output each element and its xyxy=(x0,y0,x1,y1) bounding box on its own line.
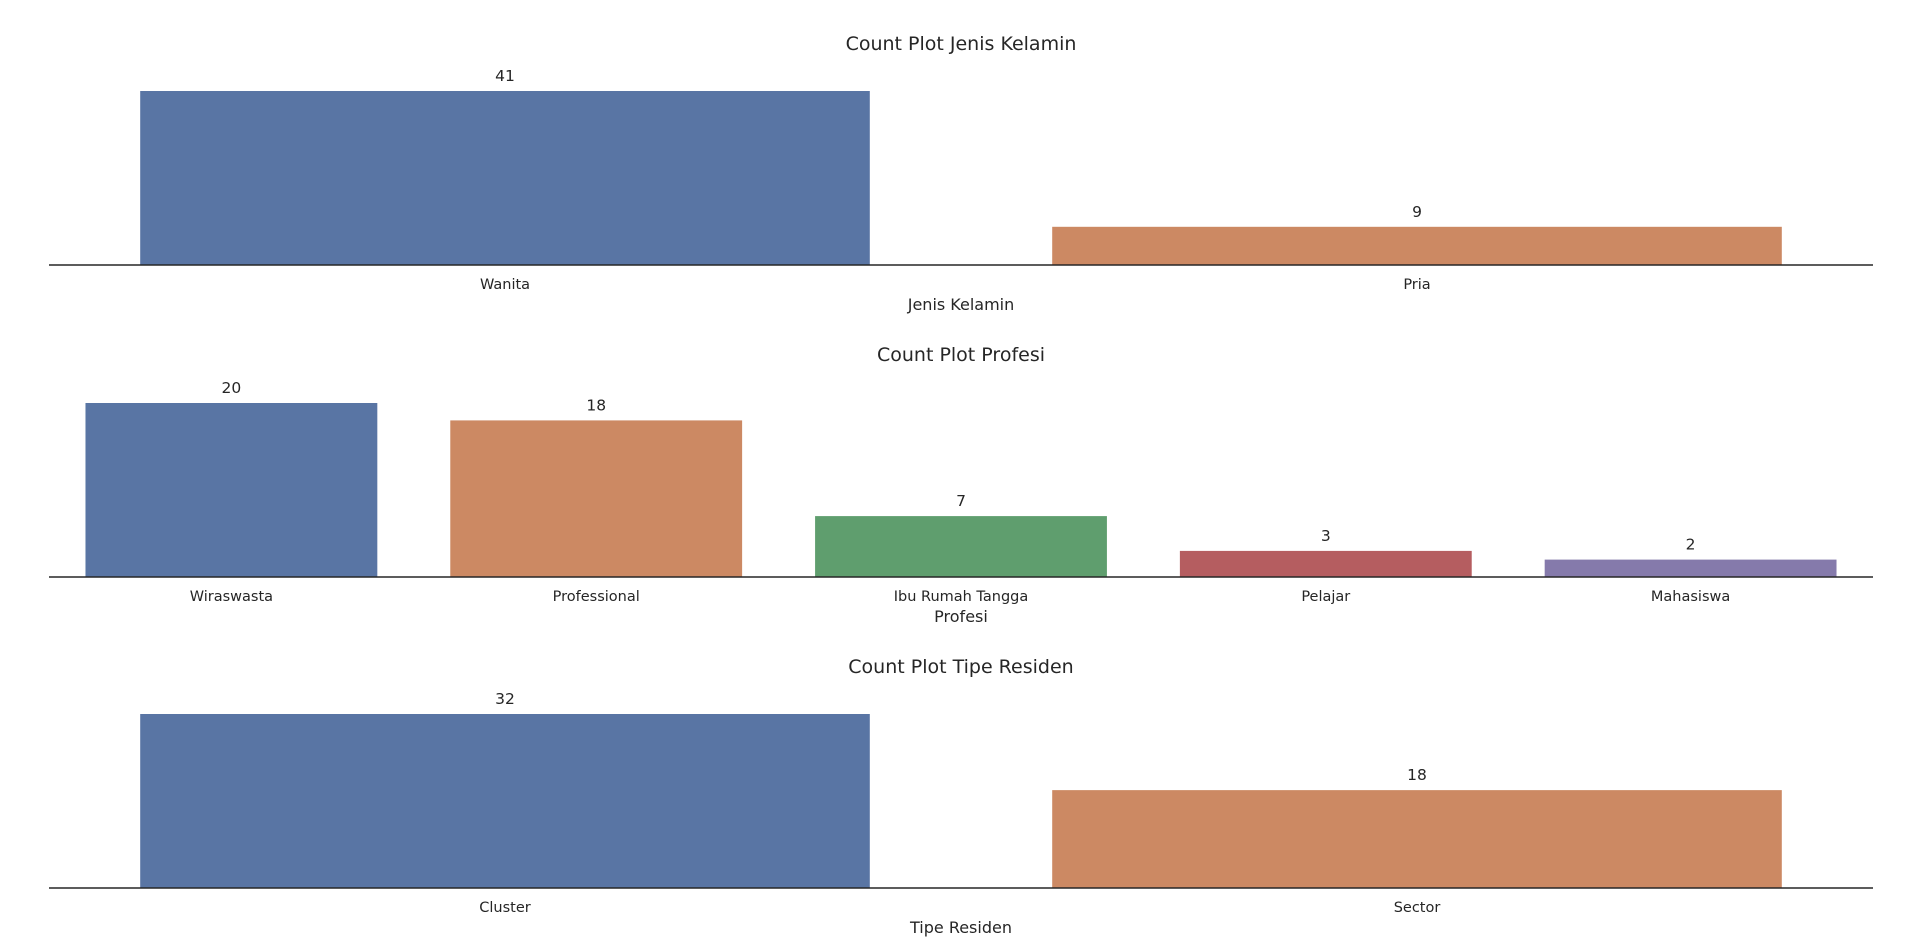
data-label: 3 xyxy=(1321,527,1331,545)
chart-title: Count Plot Profesi xyxy=(877,344,1045,366)
data-label: 7 xyxy=(956,492,966,510)
bar-mahasiswa xyxy=(1544,559,1837,577)
bar-wiraswasta xyxy=(85,403,378,577)
data-label: 20 xyxy=(222,379,242,397)
x-tick-label: Professional xyxy=(553,589,640,605)
bar-cluster xyxy=(140,714,870,888)
x-tick-label: Wiraswasta xyxy=(190,589,273,605)
x-tick-label: Pelajar xyxy=(1301,589,1350,605)
data-label: 18 xyxy=(1407,766,1427,784)
data-label: 2 xyxy=(1686,536,1696,554)
bar-wanita xyxy=(140,91,870,265)
x-tick-label: Pria xyxy=(1403,277,1430,293)
x-tick-label: Sector xyxy=(1394,900,1441,916)
data-label: 9 xyxy=(1412,203,1422,221)
chart-panel-3: Count Plot Tipe Residen 32 Cluster 18 Sector… xyxy=(49,656,1873,937)
chart-title: Count Plot Jenis Kelamin xyxy=(846,33,1077,55)
bar-pria xyxy=(1052,226,1782,265)
chart-title: Count Plot Tipe Residen xyxy=(848,656,1073,678)
x-tick-label: Wanita xyxy=(480,277,530,293)
bar-sector xyxy=(1052,790,1782,888)
x-tick-label: Ibu Rumah Tangga xyxy=(894,589,1029,605)
data-label: 41 xyxy=(495,67,515,85)
chart-panel-1: Count Plot Jenis Kelamin 41 Wanita 9 Pria Jen… xyxy=(49,33,1873,314)
chart-panel-2: Count Plot Profesi 20 Wiraswasta 18 Professi… xyxy=(49,344,1873,626)
x-tick-label: Mahasiswa xyxy=(1651,589,1730,605)
data-label: 32 xyxy=(495,690,515,708)
x-tick-label: Cluster xyxy=(479,900,531,916)
bar-pelajar xyxy=(1179,550,1472,577)
bar-ibu-rumah-tangga xyxy=(815,516,1107,577)
bar-professional xyxy=(450,420,743,577)
x-axis-label: Tipe Residen xyxy=(909,918,1012,937)
data-label: 18 xyxy=(586,396,606,414)
x-axis-label: Profesi xyxy=(934,607,988,626)
x-axis-label: Jenis Kelamin xyxy=(907,295,1015,314)
